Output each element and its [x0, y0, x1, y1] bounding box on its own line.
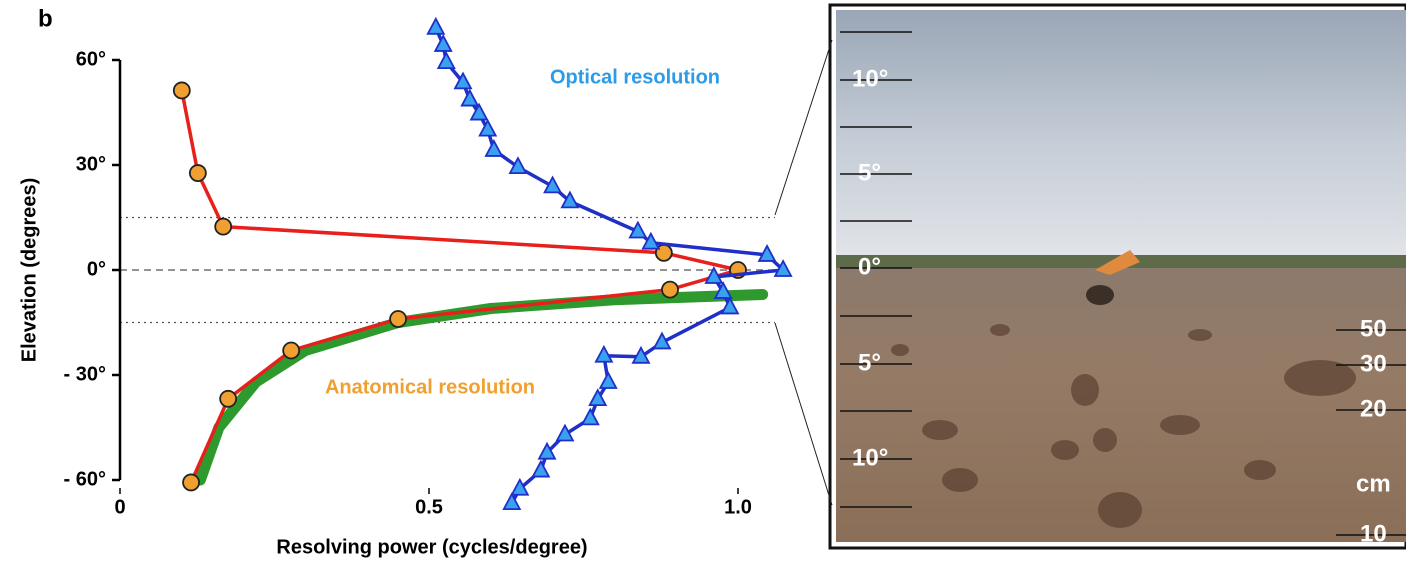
data-point: [662, 282, 678, 298]
data-point: [533, 462, 549, 477]
data-point: [510, 158, 526, 173]
y-tick-label: 60°: [76, 48, 106, 70]
distance-label: 30: [1360, 350, 1387, 377]
distance-label: 20: [1360, 395, 1387, 422]
data-point: [438, 53, 454, 68]
data-point: [215, 219, 231, 235]
y-axis-title: Elevation (degrees): [18, 178, 40, 363]
series-label: Anatomical resolution: [325, 376, 535, 398]
distance-label: 10: [1360, 520, 1387, 547]
x-axis-title: Resolving power (cycles/degree): [276, 536, 587, 558]
panel-label: b: [38, 5, 53, 32]
series-line: [182, 90, 738, 482]
elevation-label: 10°: [852, 444, 888, 471]
zoom-line: [775, 40, 832, 215]
data-point: [486, 141, 502, 156]
y-tick-label: - 60°: [64, 468, 106, 490]
series-label: Optical resolution: [550, 66, 720, 88]
x-tick-label: 1.0: [724, 496, 752, 518]
data-point: [183, 474, 199, 490]
sky: [836, 10, 1406, 268]
figure: 10° 5° 0° 5° 10° 50 30 20 cm 10 b Resolv…: [0, 0, 1406, 564]
distance-label: 50: [1360, 315, 1387, 342]
data-point: [428, 19, 444, 34]
distance-unit: cm: [1356, 470, 1391, 497]
plot: 60° 30° 0° - 30° - 60° 0 0.5 1.0 Anatomical reso…: [64, 19, 792, 518]
data-point: [582, 409, 598, 424]
y-tick-label: 0°: [87, 258, 106, 280]
data-point: [390, 311, 406, 327]
zoom-line: [775, 323, 832, 505]
photo: 10° 5° 0° 5° 10° 50 30 20 cm 10: [775, 5, 1406, 548]
elevation-label: 0°: [858, 253, 881, 280]
elevation-label: 5°: [858, 159, 881, 186]
x-tick-label: 0.5: [415, 496, 443, 518]
elevation-label: 5°: [858, 349, 881, 376]
data-point: [190, 165, 206, 181]
y-tick-label: 30°: [76, 153, 106, 175]
x-tick-label: 0: [114, 496, 125, 518]
y-tick-label: - 30°: [64, 363, 106, 385]
data-point: [600, 373, 616, 388]
elevation-label: 10°: [852, 65, 888, 92]
data-point: [462, 91, 478, 106]
data-point: [220, 391, 236, 407]
data-point: [435, 36, 451, 51]
data-point: [283, 343, 299, 359]
data-point: [174, 82, 190, 98]
